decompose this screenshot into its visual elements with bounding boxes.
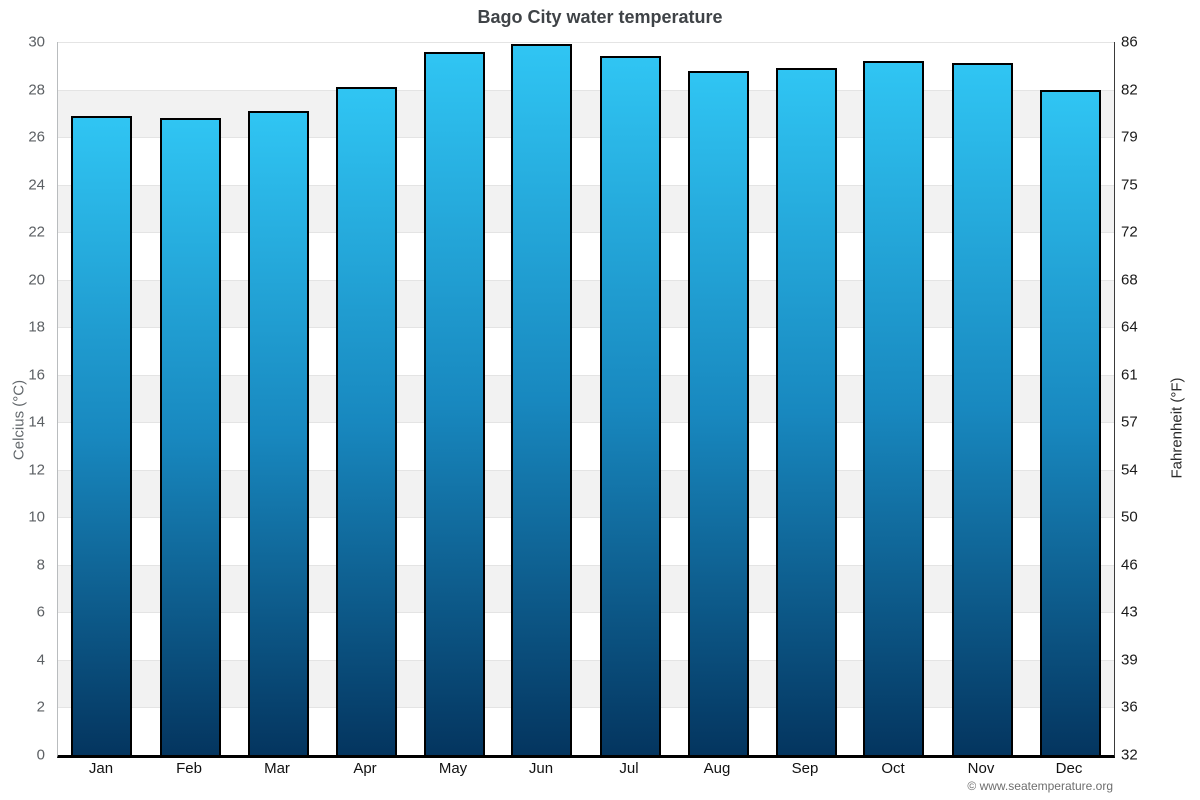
bar-jul <box>599 56 661 755</box>
fahrenheit-tick-43: 43 <box>1121 603 1138 621</box>
grid-band <box>58 469 1114 518</box>
fahrenheit-tick-82: 82 <box>1121 81 1138 99</box>
celsius-tick-16: 16 <box>28 366 45 384</box>
fahrenheit-tick-64: 64 <box>1121 318 1138 336</box>
bar-jan <box>71 115 133 755</box>
month-label-aug: Aug <box>703 760 731 777</box>
grid-band <box>58 42 1114 90</box>
month-label-oct: Oct <box>881 760 905 777</box>
grid-band <box>58 374 1114 423</box>
bar-aug <box>687 70 749 755</box>
month-label-dec: Dec <box>1055 760 1083 777</box>
grid-band <box>58 327 1114 375</box>
bar-sep <box>775 68 837 755</box>
month-label-jan: Jan <box>88 760 114 777</box>
bar-mar <box>247 110 309 755</box>
grid-band <box>58 137 1114 185</box>
celsius-tick-28: 28 <box>28 81 45 99</box>
grid-band <box>58 232 1114 280</box>
fahrenheit-tick-79: 79 <box>1121 128 1138 146</box>
y-axis-celsius: 30 28 26 24 22 20 18 16 14 12 10 8 6 4 2 0 <box>0 35 48 763</box>
fahrenheit-tick-39: 39 <box>1121 651 1138 669</box>
fahrenheit-tick-54: 54 <box>1121 461 1138 479</box>
bar-dec <box>1039 89 1101 755</box>
month-label-nov: Nov <box>967 760 995 777</box>
grid-band <box>58 517 1114 565</box>
fahrenheit-tick-86: 86 <box>1121 33 1138 51</box>
grid-band <box>58 279 1114 328</box>
fahrenheit-tick-32: 32 <box>1121 746 1138 764</box>
celsius-tick-30: 30 <box>28 33 45 51</box>
celsius-tick-14: 14 <box>28 413 45 431</box>
month-label-feb: Feb <box>176 760 202 777</box>
bar-apr <box>335 87 397 755</box>
grid-band <box>58 659 1114 708</box>
fahrenheit-tick-61: 61 <box>1121 366 1138 384</box>
grid-band <box>58 612 1114 660</box>
celsius-tick-26: 26 <box>28 128 45 146</box>
celsius-tick-18: 18 <box>28 318 45 336</box>
month-label-apr: Apr <box>353 760 377 777</box>
fahrenheit-tick-68: 68 <box>1121 271 1138 289</box>
fahrenheit-tick-57: 57 <box>1121 413 1138 431</box>
fahrenheit-tick-36: 36 <box>1121 698 1138 716</box>
y-axis-title-fahrenheit: Fahrenheit (°F) <box>1168 377 1186 479</box>
month-label-may: May <box>438 760 468 777</box>
grid-band <box>58 564 1114 613</box>
grid-band <box>58 184 1114 233</box>
chart-title: Bago City water temperature <box>477 7 723 27</box>
celsius-tick-4: 4 <box>36 651 45 669</box>
celsius-tick-22: 22 <box>28 223 45 241</box>
bar-may <box>423 51 485 755</box>
celsius-tick-8: 8 <box>36 556 45 574</box>
celsius-tick-10: 10 <box>28 508 45 526</box>
month-label-jul: Jul <box>619 760 639 777</box>
celsius-tick-0: 0 <box>36 746 45 764</box>
bar-oct <box>863 61 925 755</box>
fahrenheit-tick-72: 72 <box>1121 223 1138 241</box>
celsius-tick-12: 12 <box>28 461 45 479</box>
month-label-mar: Mar <box>264 760 290 777</box>
celsius-tick-24: 24 <box>28 176 45 194</box>
copyright-attribution[interactable]: © www.seatemperature.org <box>967 779 1113 793</box>
grid-band <box>58 707 1114 755</box>
grid-band <box>58 89 1114 138</box>
month-label-jun: Jun <box>528 760 554 777</box>
bar-nov <box>951 63 1013 755</box>
fahrenheit-tick-46: 46 <box>1121 556 1138 574</box>
grid-band <box>58 422 1114 470</box>
y-axis-fahrenheit: 86 82 79 75 72 68 64 61 57 54 50 46 43 39 36 32 <box>1121 35 1191 763</box>
x-axis-month-labels: Jan Feb Mar Apr May Jun Jul Aug Sep Oct Nov Dec <box>57 760 1113 777</box>
fahrenheit-tick-75: 75 <box>1121 176 1138 194</box>
celsius-tick-2: 2 <box>36 698 45 716</box>
bar-feb <box>159 118 221 755</box>
celsius-tick-6: 6 <box>36 603 45 621</box>
fahrenheit-tick-50: 50 <box>1121 508 1138 526</box>
bar-jun <box>511 44 573 755</box>
month-label-sep: Sep <box>791 760 819 777</box>
plot-area <box>57 42 1115 758</box>
celsius-tick-20: 20 <box>28 271 45 289</box>
